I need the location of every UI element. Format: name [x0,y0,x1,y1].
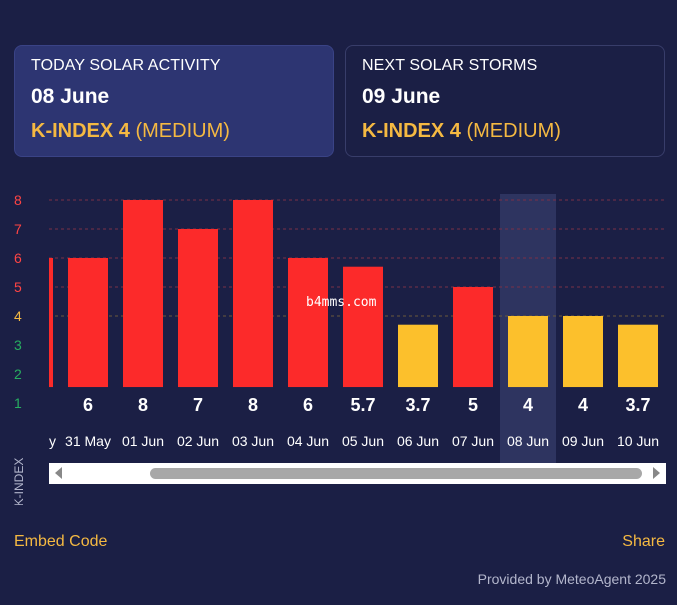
y-tick-label: 6 [14,250,22,266]
share-link[interactable]: Share [622,533,665,550]
today-activity-label: TODAY SOLAR ACTIVITY [31,57,221,74]
y-tick-label: 7 [14,221,22,237]
bar [618,324,658,388]
x-tick-label: 02 Jun [177,433,219,449]
next-storms-label: NEXT SOLAR STORMS [362,57,538,74]
bar [123,200,163,388]
embed-code-link[interactable]: Embed Code [14,533,108,550]
bar-value-label: 5 [468,395,478,415]
provided-by-credit: Provided by MeteoAgent 2025 [477,571,666,587]
next-storms-date: 09 June [362,85,441,108]
x-tick-label: 05 Jun [342,433,384,449]
next-storms-card: NEXT SOLAR STORMS 09 June K-INDEX 4 (MED… [345,45,665,157]
bar [178,229,218,388]
bar-value-label: 7 [193,395,203,415]
y-tick-label: 2 [14,366,22,382]
y-tick-label: 5 [14,279,22,295]
x-tick-label: 01 Jun [122,433,164,449]
y-tick-label: 4 [14,308,22,324]
next-k-level: (MEDIUM) [466,120,561,142]
today-k-level: (MEDIUM) [135,120,230,142]
bar [453,287,493,388]
bar-value-label: 3.7 [405,395,430,415]
today-k-index-value: K-INDEX 4 [31,120,130,142]
today-activity-date: 08 June [31,85,110,108]
x-tick-label: 31 May [65,433,111,449]
x-tick-label: 03 Jun [232,433,274,449]
bar-value-label: 8 [138,395,148,415]
y-axis-title: K-INDEX [12,458,26,505]
x-tick-label: 07 Jun [452,433,494,449]
next-k-index-value: K-INDEX 4 [362,120,461,142]
bar-value-label: 6 [83,395,93,415]
x-tick-label: 08 Jun [507,433,549,449]
bar [398,324,438,388]
bar-value-label: 3.7 [625,395,650,415]
x-tick-label: 10 Jun [617,433,659,449]
x-tick-label: 06 Jun [397,433,439,449]
bar [563,316,603,388]
watermark-text: b4mms.com [306,295,377,310]
bar-value-label: 5.7 [350,395,375,415]
bar-partial [49,258,53,388]
x-tick-label: 04 Jun [287,433,329,449]
next-k-index: K-INDEX 4 (MEDIUM) [362,120,648,143]
today-activity-card: TODAY SOLAR ACTIVITY 08 June K-INDEX 4 (… [14,45,334,157]
y-tick-label: 3 [14,337,22,353]
bar [343,266,383,388]
bar [233,200,273,388]
y-tick-label: 8 [14,192,22,208]
chart-scrollbar[interactable] [49,463,666,484]
bar [68,258,108,388]
bar-value-label: 4 [523,395,533,415]
bar [288,258,328,388]
scroll-left-arrow-icon[interactable] [55,467,62,479]
bar [508,316,548,388]
bar-value-label: 4 [578,395,588,415]
scroll-right-arrow-icon[interactable] [653,467,660,479]
y-tick-label: 1 [14,395,22,411]
x-tick-label: 09 Jun [562,433,604,449]
scrollbar-thumb[interactable] [150,468,642,479]
today-k-index: K-INDEX 4 (MEDIUM) [31,120,317,143]
bar-value-label: 8 [248,395,258,415]
x-tick-label: y [49,433,56,449]
bar-value-label: 6 [303,395,313,415]
